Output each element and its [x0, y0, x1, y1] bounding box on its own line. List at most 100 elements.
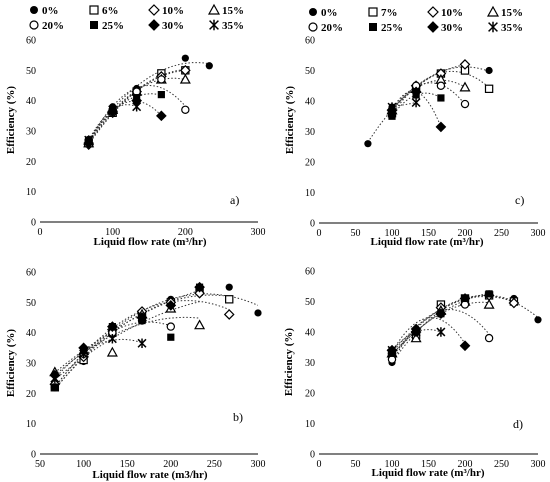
panel-c-ytick-label: 0 [310, 219, 315, 230]
panel-c-legend-label: 7% [381, 7, 398, 19]
panel-d-ytick-label: 30 [305, 358, 315, 369]
panel-c-ylabel: Efficiency (%) [284, 86, 296, 154]
panel-a-point-35% [132, 101, 142, 112]
panel-d-point-35% [411, 327, 421, 337]
panel-d-ytick-label: 10 [305, 419, 315, 430]
panel-d-point-25% [485, 290, 493, 298]
panel-c-point-10% [459, 59, 471, 70]
panel-b-xtick-label: 250 [207, 459, 222, 470]
panel-b-fit-15% [54, 316, 200, 376]
panel-a-fits [88, 62, 210, 145]
panel-d-ytick-label: 0 [310, 450, 315, 461]
panel-c-point-30% [435, 121, 447, 133]
panel-d-ytick-label: 50 [305, 297, 315, 308]
panel-d-point-25% [461, 294, 469, 303]
panel-a-point-15% [179, 73, 191, 84]
panel-a-legend-marker [148, 4, 160, 16]
panel-a-legend-label: 35% [222, 20, 244, 32]
panel-c-point-35% [411, 97, 421, 108]
panel-b-xtick-label: 50 [35, 459, 45, 470]
panel-b-xtick-label: 100 [76, 459, 91, 470]
panel-a-ytick-label: 20 [26, 157, 36, 168]
panel-b-point-25% [167, 333, 175, 341]
panel-a-xtick-label: 0 [38, 227, 43, 238]
panel-a-legend: 0% 6% 10% 15% 20% 25% 30% 35% [29, 3, 244, 32]
panel-b-point-15% [194, 319, 206, 330]
panel-d-fit-30% [391, 317, 466, 353]
panel-c-point-0% [485, 66, 493, 75]
panel-a-ytick-label: 40 [26, 96, 36, 107]
panel-d-xtick-label: 50 [351, 459, 361, 470]
panel-c-label: c) [515, 193, 524, 207]
panel-b-point-20% [166, 322, 175, 331]
panel-c-ytick-label: 20 [305, 158, 315, 169]
panel-a-legend-label: 25% [102, 20, 124, 32]
panel-b: 50 100 150 200 250 300 0 10 20 30 40 50 60 b) Liquid… [5, 268, 266, 482]
panel-c-xtick-label: 200 [458, 228, 473, 239]
panel-c-point-25% [388, 112, 396, 120]
panel-c-fit-35% [391, 102, 417, 108]
panel-c-xtick-label: 100 [385, 228, 400, 239]
panel-a-point-20% [157, 75, 166, 84]
panel-c-xtick-label: 150 [421, 228, 436, 239]
panel-c-legend-marker [309, 8, 317, 16]
panel-d-point-30% [435, 308, 447, 320]
panel-a-legend-label: 30% [162, 20, 184, 32]
panel-a-point-25% [157, 91, 165, 99]
panel-a-xlabel: Liquid flow rate (m³/hr) [94, 236, 207, 248]
panel-a-point-30% [156, 110, 167, 122]
panel-a-points [83, 54, 213, 150]
panel-c-legend-label: 0% [321, 7, 338, 19]
panel-c-xlabel: Liquid flow rate (m³/hr) [371, 236, 484, 248]
panel-c-ytick-label: 60 [305, 36, 315, 47]
panel-c-legend-label: 20% [321, 22, 343, 34]
panel-b-point-25% [51, 383, 59, 391]
panel-b-fit-0% [54, 293, 258, 390]
panel-b-xtick-label: 200 [163, 459, 178, 470]
panel-b-point-10% [223, 309, 235, 320]
panel-c-fit-25% [391, 92, 442, 117]
panel-b-point-30% [194, 281, 205, 293]
panel-b-ytick-label: 60 [26, 268, 36, 279]
panel-b-point-30% [165, 300, 177, 311]
panel-a-legend-marker [30, 6, 38, 14]
panel-a-ytick-label: 10 [26, 187, 36, 198]
panel-c-fit-30% [391, 90, 442, 128]
panel-b-point-0% [254, 309, 262, 317]
panel-b-ytick-label: 0 [31, 450, 36, 461]
panel-c-xtick-label: 300 [531, 228, 546, 239]
panel-d-fit-15% [391, 301, 490, 357]
panel-a-legend-marker [148, 19, 160, 31]
panel-a-ytick-label: 0 [31, 218, 36, 229]
panel-c-point-20% [460, 99, 470, 109]
panel-a-legend-label: 15% [222, 5, 244, 17]
panel-d-xtick-label: 150 [421, 459, 436, 470]
panel-a-ylabel: Efficiency (%) [5, 86, 17, 154]
panel-d-xtick-label: 0 [317, 459, 322, 470]
panel-a-legend-marker [209, 19, 219, 31]
panel-d-point-15% [483, 298, 495, 309]
panel-a-xtick-label: 300 [251, 227, 266, 238]
panel-d-fit-35% [391, 329, 442, 351]
panel-a-fit-30% [88, 100, 162, 144]
panel-d-point-35% [387, 345, 397, 356]
panel-c-fit-10% [391, 64, 466, 110]
panel-b-ytick-label: 30 [26, 359, 36, 370]
panel-c-points [364, 59, 494, 148]
panel-c-point-0% [364, 140, 372, 148]
panel-c: 0% 7% 10% 15%20% 25% 30% 35% 0 50 100 150 200 250 30… [284, 5, 546, 248]
panel-c-legend-marker [369, 23, 377, 31]
panel-c-legend-marker [427, 21, 439, 33]
panel-a-legend-marker [89, 5, 99, 15]
panel-a-xtick-label: 100 [105, 227, 120, 238]
panel-b-xtick-label: 300 [251, 459, 266, 470]
panel-c-ytick-label: 30 [305, 127, 315, 138]
panel-d-fit-6% [391, 294, 515, 357]
panel-d-ylabel: Efficiency (%) [283, 328, 295, 396]
panel-c-legend-label: 10% [441, 7, 463, 19]
panel-d-point-35% [436, 327, 446, 337]
panel-b-fit-35% [54, 338, 143, 380]
panel-a: 0% 6% 10% 15% 20% 25% 30% 35% 0 100 200 300 0 10 20 30… [5, 3, 266, 248]
panel-c-legend-marker [368, 7, 378, 17]
